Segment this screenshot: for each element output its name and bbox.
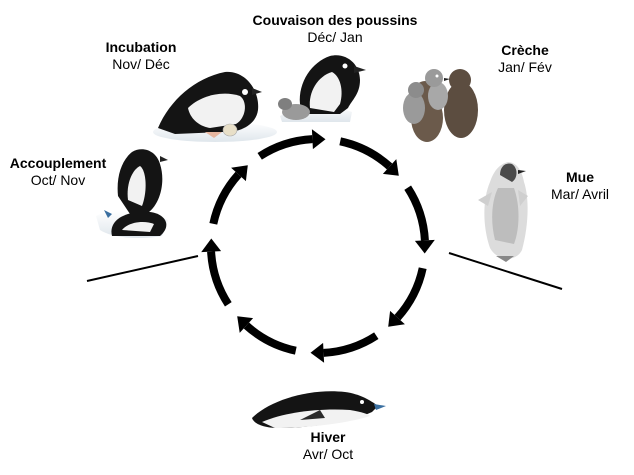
creche-chicks-image <box>403 69 478 142</box>
incubation-penguin-image <box>153 71 277 142</box>
cycle-arrow-head-7 <box>231 165 248 182</box>
separator-line-left <box>86 255 199 282</box>
stage-label-hiver: Hiver <box>310 429 346 445</box>
cycle-arrow-shaft-3 <box>394 267 427 321</box>
mating-penguins-image <box>96 149 168 238</box>
stage-label-incubation: Incubation <box>106 39 177 55</box>
stage-months-creche: Jan/ Fév <box>498 59 552 75</box>
cycle-arrow-head-4 <box>310 342 325 363</box>
stage-months-incubation: Nov/ Déc <box>112 56 170 72</box>
cycle-arrow-head-6 <box>201 238 222 253</box>
cycle-arrow-shaft-8 <box>257 135 313 160</box>
cycle-arrow-head-2 <box>414 239 435 254</box>
moulting-penguin-image <box>478 162 528 262</box>
cycle-arrow-head-1 <box>382 159 399 176</box>
stage-label-mue: Mue <box>566 169 594 185</box>
cycle-arrows <box>201 129 435 363</box>
stage-label-creche: Crèche <box>501 42 549 58</box>
cycle-arrow-head-3 <box>388 310 405 327</box>
stage-label-couvaison: Couvaison des poussins <box>253 12 418 28</box>
stage-label-accouplement: Accouplement <box>10 155 107 171</box>
stage-months-hiver: Avr/ Oct <box>303 446 353 462</box>
swimming-penguin-image <box>252 391 386 428</box>
separator-line-right <box>448 252 563 290</box>
cycle-arrow-head-8 <box>311 129 326 150</box>
cycle-arrow-shaft-7 <box>209 171 242 225</box>
cycle-arrow-shaft-4 <box>323 332 379 357</box>
brooding-penguin-image <box>278 55 366 122</box>
stage-months-accouplement: Oct/ Nov <box>31 172 85 188</box>
cycle-arrow-shaft-6 <box>207 251 232 307</box>
stage-months-couvaison: Déc/ Jan <box>307 29 362 45</box>
cycle-arrow-shaft-5 <box>243 322 297 355</box>
cycle-arrow-shaft-1 <box>339 137 393 170</box>
cycle-arrow-shaft-2 <box>404 185 429 241</box>
stage-months-mue: Mar/ Avril <box>551 186 609 202</box>
stage-labels: Couvaison des poussins Déc/ Jan Crèche J… <box>10 12 609 462</box>
cycle-arrow-head-5 <box>237 316 254 333</box>
